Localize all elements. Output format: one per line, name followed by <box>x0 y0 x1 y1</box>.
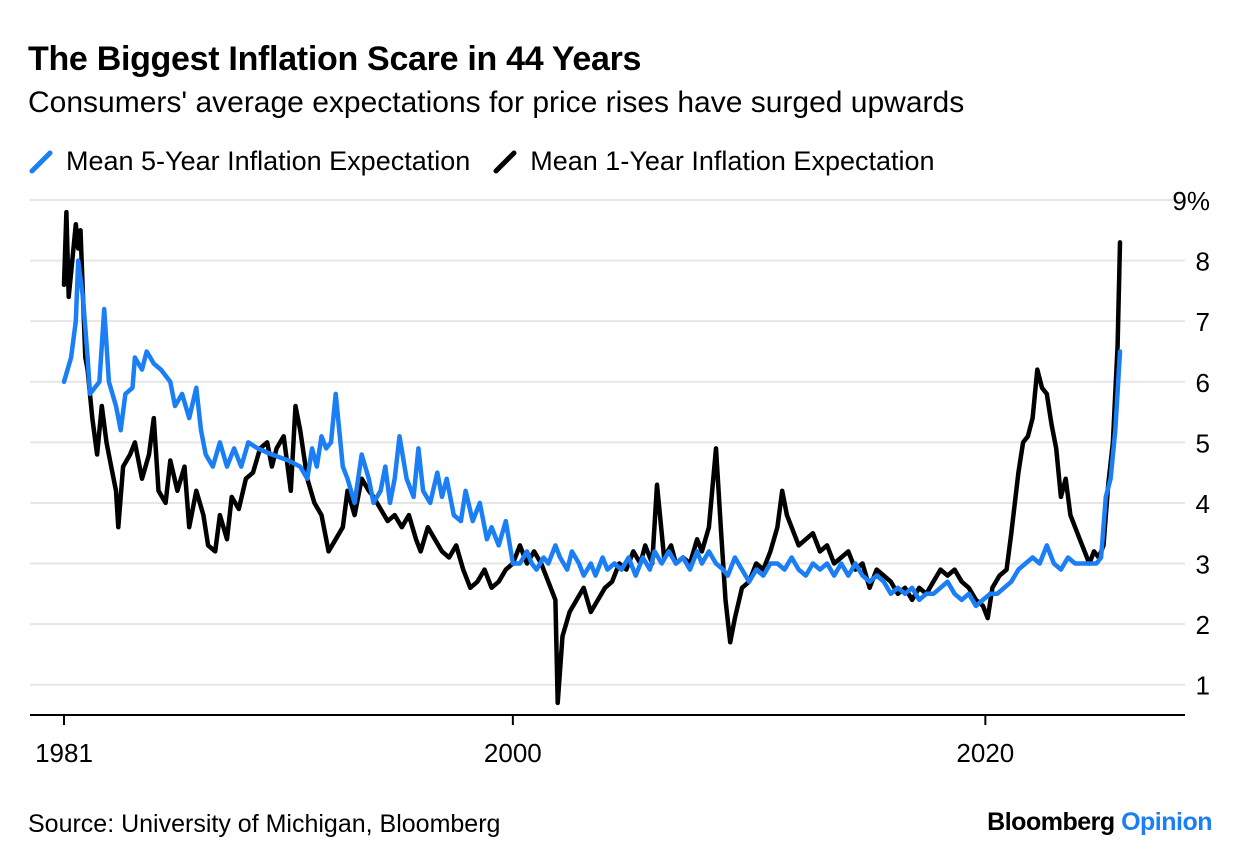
x-axis-tick-labels: 1981 2000 2020 <box>35 738 1014 768</box>
y-tick-label-8: 8 <box>1196 247 1210 277</box>
x-tick-label-2020: 2020 <box>956 738 1014 768</box>
y-tick-label-2: 2 <box>1196 610 1210 640</box>
y-axis-tick-labels: 1 2 3 4 5 6 7 8 9% <box>1172 186 1210 701</box>
grid-lines <box>30 199 1185 686</box>
source-note: Source: University of Michigan, Bloomber… <box>28 810 501 838</box>
x-tick-label-2000: 2000 <box>484 738 542 768</box>
brand-primary: Bloomberg <box>987 808 1115 836</box>
y-tick-label-3: 3 <box>1196 550 1210 580</box>
chart-title: The Biggest Inflation Scare in 44 Years <box>28 40 642 78</box>
y-tick-label-4: 4 <box>1196 489 1210 519</box>
y-tick-label-6: 6 <box>1196 368 1210 398</box>
series-lines <box>61 209 1123 706</box>
x-axis <box>30 714 1185 725</box>
chart-subtitle: Consumers' average expectations for pric… <box>28 86 965 119</box>
legend-label-1yr: Mean 1-Year Inflation Expectation <box>530 146 935 176</box>
legend: Mean 5-Year Inflation Expectation Mean 1… <box>28 146 957 177</box>
y-tick-label-5: 5 <box>1196 428 1210 458</box>
y-tick-label-1: 1 <box>1196 671 1210 701</box>
y-tick-label-9: 9% <box>1172 186 1210 216</box>
legend-swatch-5yr-icon <box>28 149 54 175</box>
legend-item-1yr: Mean 1-Year Inflation Expectation <box>492 146 935 177</box>
y-tick-label-7: 7 <box>1196 307 1210 337</box>
x-tick-label-1981: 1981 <box>35 738 93 768</box>
line-chart: 1 2 3 4 5 6 7 8 9% 1981 2000 2020 <box>30 186 1210 768</box>
legend-item-5yr: Mean 5-Year Inflation Expectation <box>28 146 470 177</box>
legend-label-5yr: Mean 5-Year Inflation Expectation <box>66 146 471 176</box>
brand-secondary: Opinion <box>1121 808 1212 836</box>
series-line-5yr <box>61 258 1123 609</box>
brand-logo: Bloomberg Opinion <box>987 808 1212 837</box>
series-line-1yr <box>61 209 1123 706</box>
legend-swatch-1yr-icon <box>492 149 518 175</box>
